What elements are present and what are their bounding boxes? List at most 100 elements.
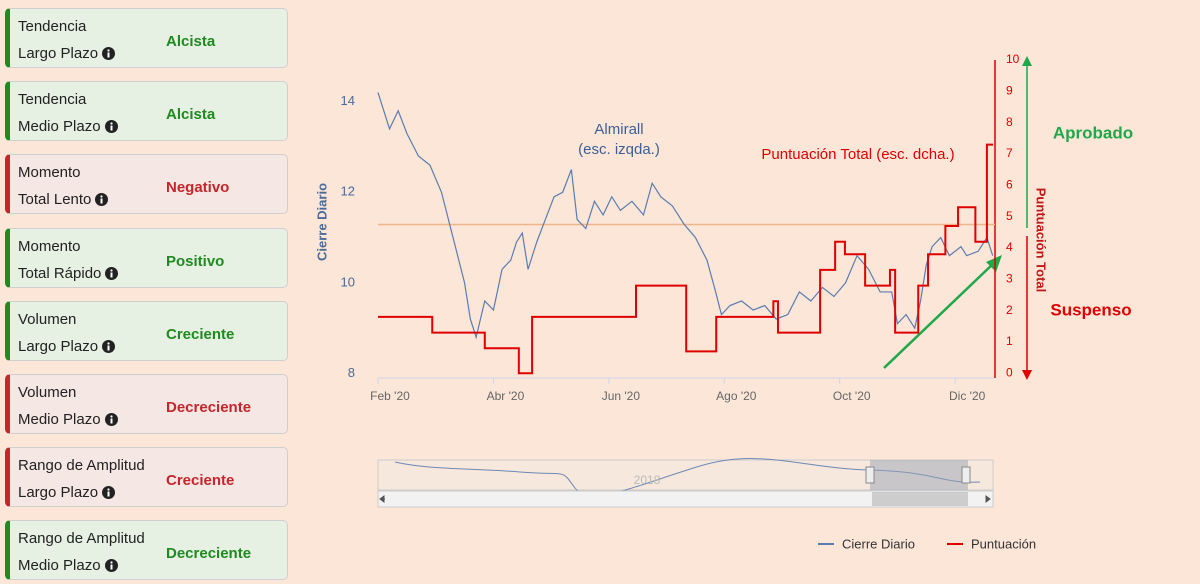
- card-subtitle: Total Rápido: [18, 264, 102, 282]
- card-subtitle: Medio Plazo: [18, 118, 101, 136]
- series-line: [378, 143, 993, 375]
- navigator-handle[interactable]: [865, 466, 875, 484]
- info-stem: [110, 418, 113, 424]
- pass-arrow-head: [1022, 56, 1032, 66]
- series-line: [377, 92, 994, 340]
- fail-label: Suspenso: [1050, 300, 1131, 319]
- y-tick-label: 10: [341, 274, 355, 289]
- info-icon[interactable]: [95, 193, 109, 207]
- info-icon[interactable]: [102, 47, 116, 60]
- legend-label: Puntuación: [971, 536, 1036, 551]
- info-stem: [107, 345, 110, 351]
- card-subtitle: Largo Plazo: [18, 484, 99, 502]
- card-status: Decreciente: [166, 399, 252, 416]
- card-status: Creciente: [166, 325, 235, 343]
- x-tick-label: Dic '20: [949, 389, 986, 403]
- info-icon[interactable]: [104, 559, 118, 573]
- series-annotation: Puntuación Total (esc. dcha.): [761, 146, 954, 163]
- status-card: Rango de Amplitud Largo Plazo Creciente: [5, 447, 288, 508]
- card-subtitle: Largo Plazo: [18, 45, 99, 62]
- y2-tick-label: 5: [1006, 209, 1013, 223]
- status-card: Momento Total Rápido Positivo: [5, 227, 288, 288]
- info-icon[interactable]: [102, 339, 116, 353]
- y-tick-label: 12: [341, 184, 355, 199]
- card-title: Rango de Amplitud: [18, 530, 145, 548]
- x-tick-label: Feb '20: [370, 389, 410, 403]
- y2-tick-label: 10: [1006, 52, 1020, 66]
- info-icon[interactable]: [102, 486, 116, 500]
- card-subtitle-row: Total Rápido: [18, 264, 119, 282]
- y2-axis-label: Puntuación Total: [1034, 188, 1049, 292]
- x-tick-label: Jun '20: [602, 389, 641, 403]
- card-subtitle-row: Medio Plazo: [18, 557, 118, 574]
- info-stem: [100, 198, 103, 204]
- info-stem: [110, 272, 113, 278]
- info-dot: [107, 49, 110, 52]
- info-dot: [109, 415, 113, 418]
- info-stem: [107, 491, 110, 497]
- card-subtitle-row: Largo Plazo: [18, 45, 116, 62]
- info-dot: [107, 488, 110, 491]
- card-status: Negativo: [166, 179, 230, 197]
- y2-tick-label: 8: [1006, 115, 1013, 129]
- card-subtitle-row: Medio Plazo: [18, 118, 118, 135]
- info-stem: [110, 564, 113, 570]
- y2-tick-label: 7: [1006, 146, 1013, 160]
- x-tick-label: Oct '20: [833, 389, 871, 403]
- card-status: Alcista: [166, 106, 216, 124]
- y2-tick-label: 9: [1006, 84, 1013, 98]
- scrollbar-thumb[interactable]: [872, 492, 968, 506]
- card-subtitle-row: Largo Plazo: [18, 484, 116, 502]
- fail-arrow-head: [1022, 370, 1032, 380]
- card-title: Momento: [18, 237, 81, 255]
- series-annotation: Almirall: [594, 121, 643, 138]
- info-icon[interactable]: [104, 120, 118, 134]
- y-tick-label: 14: [341, 93, 355, 108]
- y-tick-label: 8: [348, 365, 355, 380]
- card-status: Creciente: [166, 472, 235, 490]
- trend-arrow: [883, 261, 996, 369]
- info-dot: [100, 195, 103, 198]
- info-stem: [110, 125, 113, 131]
- status-card: Tendencia Medio Plazo Alcista: [5, 81, 288, 142]
- y2-tick-label: 6: [1006, 177, 1013, 191]
- series-annotation: (esc. izqda.): [578, 141, 660, 158]
- navigator-handle[interactable]: [961, 466, 971, 484]
- card-subtitle: Medio Plazo: [18, 411, 101, 428]
- navigator-selection[interactable]: [870, 460, 968, 490]
- card-title: Volumen: [18, 384, 77, 401]
- info-dot: [110, 268, 113, 272]
- card-title: Rango de Amplitud: [18, 457, 145, 475]
- card-status: Decreciente: [166, 545, 252, 563]
- card-title: Momento: [18, 164, 81, 182]
- x-tick-label: Ago '20: [716, 389, 757, 403]
- card-subtitle: Largo Plazo: [18, 337, 99, 355]
- info-dot: [107, 342, 110, 345]
- status-card: Volumen Medio Plazo Decreciente: [5, 374, 288, 434]
- status-card: Momento Total Lento Negativo: [5, 154, 288, 215]
- navigator-label: 2018: [634, 473, 661, 487]
- y2-tick-label: 4: [1006, 240, 1013, 254]
- card-title: Tendencia: [18, 91, 87, 109]
- card-subtitle: Total Lento: [18, 191, 92, 209]
- y2-tick-label: 2: [1006, 303, 1013, 317]
- y2-tick-label: 0: [1006, 365, 1013, 379]
- info-dot: [109, 561, 113, 564]
- info-stem: [107, 52, 110, 58]
- status-card: Rango de Amplitud Medio Plazo Decreciente: [5, 520, 288, 581]
- status-card: Volumen Largo Plazo Creciente: [5, 300, 288, 361]
- y2-tick-label: 1: [1006, 334, 1013, 348]
- card-title: Tendencia: [18, 18, 87, 35]
- info-icon[interactable]: [104, 413, 118, 426]
- card-subtitle-row: Total Lento: [18, 191, 109, 209]
- card-status: Alcista: [166, 33, 216, 50]
- scroll-arrows[interactable]: [379, 495, 991, 503]
- legend-label: Cierre Diario: [842, 536, 915, 551]
- info-icon[interactable]: [105, 266, 119, 280]
- card-subtitle-row: Largo Plazo: [18, 337, 116, 355]
- scrollbar[interactable]: [377, 490, 994, 508]
- y2-tick-label: 3: [1006, 271, 1013, 285]
- info-dot: [109, 122, 113, 125]
- pass-label: Aprobado: [1053, 123, 1133, 142]
